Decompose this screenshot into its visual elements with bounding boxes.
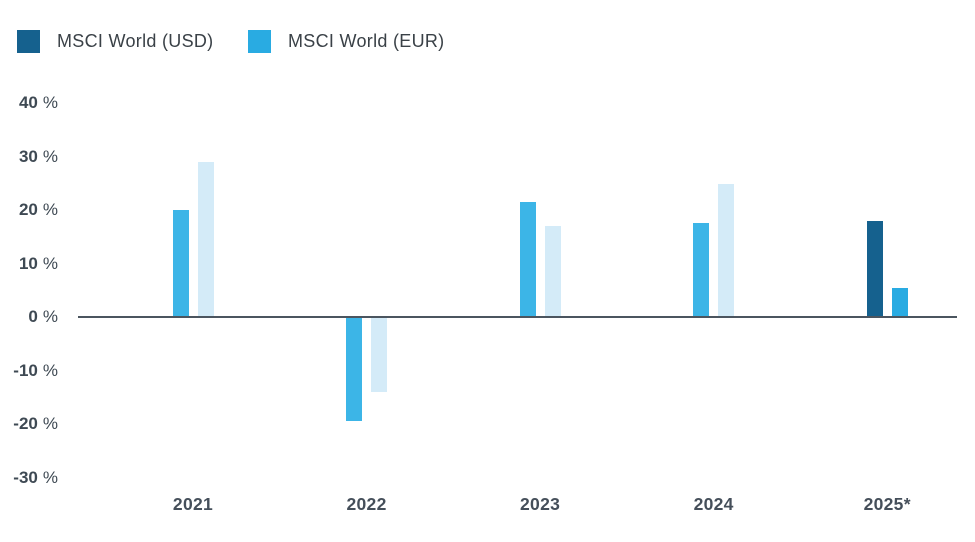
zero-axis-line — [78, 315, 957, 318]
y-tick-percent-sign: % — [42, 253, 58, 273]
x-axis-label-2024: 2024 — [693, 494, 734, 514]
legend-swatch-eur — [248, 29, 271, 53]
y-tick-percent-sign: % — [42, 360, 58, 380]
y-tick-percent-sign: % — [42, 200, 58, 219]
y-axis-tick-label: 30% — [0, 147, 58, 167]
bar-usd-2023 — [519, 201, 536, 317]
bar-eur-2021 — [197, 161, 214, 317]
bar-usd-2021 — [172, 210, 189, 317]
x-axis-label-2022: 2022 — [346, 494, 387, 514]
y-tick-value: -20 — [13, 414, 38, 433]
y-tick-percent-sign: % — [42, 414, 58, 433]
y-tick-value: 40 — [18, 93, 38, 112]
y-tick-value: 0 — [28, 307, 38, 326]
y-tick-percent-sign: % — [42, 146, 58, 166]
x-axis-label-2023: 2023 — [520, 494, 561, 514]
bar-usd-2025 — [866, 220, 883, 317]
y-tick-value: -30 — [13, 467, 38, 487]
bar-usd-2024 — [693, 222, 710, 317]
y-tick-percent-sign: % — [42, 307, 58, 326]
bar-eur-2023 — [544, 226, 561, 317]
y-axis-tick-label: 0% — [0, 307, 58, 327]
legend-item-eur: MSCI World (EUR) — [248, 29, 444, 53]
y-axis-tick-label: 20% — [0, 200, 58, 220]
bar-eur-2024 — [718, 184, 735, 317]
y-axis-tick-label: 40% — [0, 93, 58, 113]
x-axis-label-2021: 2021 — [172, 494, 214, 514]
x-axis-label-2025: 2025* — [863, 494, 911, 514]
y-tick-percent-sign: % — [42, 93, 58, 112]
y-tick-value: -10 — [13, 360, 38, 380]
legend-label-usd: MSCI World (USD) — [57, 30, 214, 51]
y-tick-value: 10 — [18, 253, 38, 273]
y-tick-percent-sign: % — [42, 467, 58, 487]
y-axis-tick-label: -10% — [0, 361, 58, 381]
y-axis-tick-label: 10% — [0, 254, 58, 274]
bar-eur-2022 — [371, 317, 388, 392]
bar-usd-2022 — [346, 317, 363, 422]
legend-swatch-usd — [17, 29, 40, 53]
y-tick-value: 30 — [18, 146, 38, 166]
y-tick-value: 20 — [18, 200, 38, 219]
legend-item-usd: MSCI World (USD) — [17, 29, 213, 53]
bar-eur-2025 — [891, 288, 908, 317]
y-axis-tick-label: -30% — [0, 468, 58, 488]
y-axis-tick-label: -20% — [0, 414, 58, 434]
legend-label-eur: MSCI World (EUR) — [288, 30, 445, 51]
